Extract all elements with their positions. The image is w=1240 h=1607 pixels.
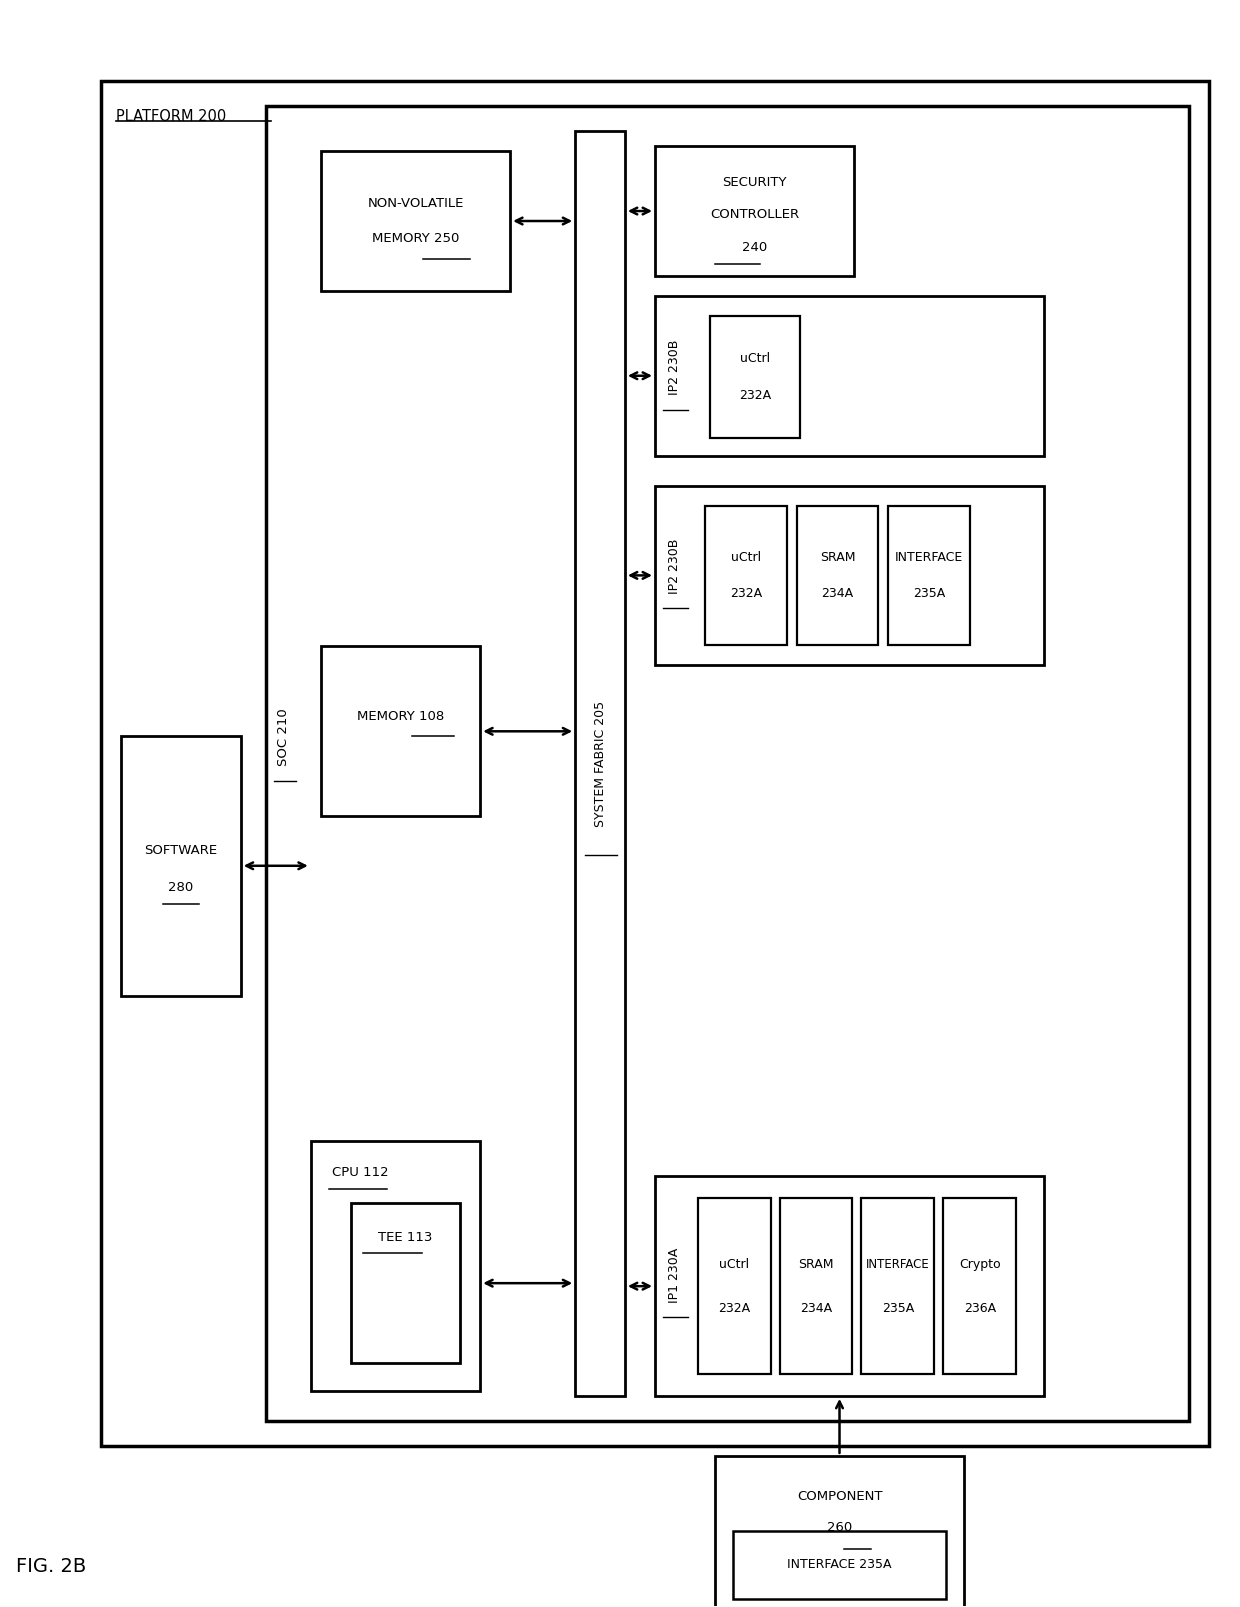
- Bar: [888, 506, 970, 646]
- Bar: [321, 151, 510, 291]
- Text: IP2 230B: IP2 230B: [668, 538, 681, 595]
- Text: 232A: 232A: [729, 587, 761, 599]
- Bar: [575, 132, 625, 1396]
- Text: SOC 210: SOC 210: [278, 709, 290, 767]
- Bar: [321, 646, 480, 816]
- Text: FIG. 2B: FIG. 2B: [16, 1557, 87, 1575]
- Text: SYSTEM FABRIC 205: SYSTEM FABRIC 205: [594, 701, 606, 826]
- Text: CPU 112: CPU 112: [332, 1167, 389, 1180]
- Bar: [862, 1199, 934, 1374]
- Bar: [780, 1199, 852, 1374]
- Text: SOFTWARE: SOFTWARE: [144, 844, 217, 857]
- Text: uCtrl: uCtrl: [739, 352, 770, 365]
- Bar: [351, 1204, 460, 1363]
- Bar: [655, 485, 1044, 665]
- Text: SRAM: SRAM: [820, 551, 856, 564]
- Bar: [655, 296, 1044, 456]
- Bar: [265, 106, 1189, 1421]
- Bar: [704, 506, 786, 646]
- Text: TEE 113: TEE 113: [378, 1231, 433, 1244]
- Text: 280: 280: [169, 881, 193, 893]
- Text: IP1 230A: IP1 230A: [668, 1247, 681, 1303]
- Bar: [655, 146, 854, 276]
- Text: INTERFACE: INTERFACE: [895, 551, 963, 564]
- Text: CONTROLLER: CONTROLLER: [711, 209, 800, 222]
- Text: COMPONENT: COMPONENT: [797, 1490, 882, 1503]
- Text: PLATFORM 200: PLATFORM 200: [117, 109, 227, 124]
- Bar: [311, 1141, 480, 1392]
- Text: IP2 230B: IP2 230B: [668, 341, 681, 395]
- Text: 232A: 232A: [739, 389, 771, 402]
- Text: Crypto: Crypto: [959, 1258, 1001, 1271]
- Text: INTERFACE 235A: INTERFACE 235A: [787, 1559, 892, 1572]
- Text: NON-VOLATILE: NON-VOLATILE: [367, 196, 464, 209]
- Bar: [714, 1456, 965, 1607]
- Text: uCtrl: uCtrl: [730, 551, 761, 564]
- Bar: [122, 736, 241, 996]
- Bar: [944, 1199, 1016, 1374]
- Bar: [102, 82, 1209, 1446]
- Text: 235A: 235A: [882, 1302, 914, 1315]
- Text: MEMORY 108: MEMORY 108: [357, 710, 444, 723]
- Text: 234A: 234A: [821, 587, 853, 599]
- Bar: [655, 1176, 1044, 1396]
- Text: 240: 240: [742, 241, 768, 254]
- Text: SRAM: SRAM: [799, 1258, 833, 1271]
- Text: MEMORY 250: MEMORY 250: [372, 233, 459, 246]
- Bar: [796, 506, 878, 646]
- Text: uCtrl: uCtrl: [719, 1258, 749, 1271]
- Text: 235A: 235A: [913, 587, 945, 599]
- Text: INTERFACE: INTERFACE: [866, 1258, 930, 1271]
- Text: 232A: 232A: [718, 1302, 750, 1315]
- Text: 234A: 234A: [800, 1302, 832, 1315]
- Bar: [709, 317, 800, 437]
- Text: SECURITY: SECURITY: [723, 177, 787, 190]
- Text: 236A: 236A: [963, 1302, 996, 1315]
- Text: 260: 260: [827, 1520, 852, 1533]
- Bar: [733, 1531, 946, 1599]
- Bar: [698, 1199, 771, 1374]
